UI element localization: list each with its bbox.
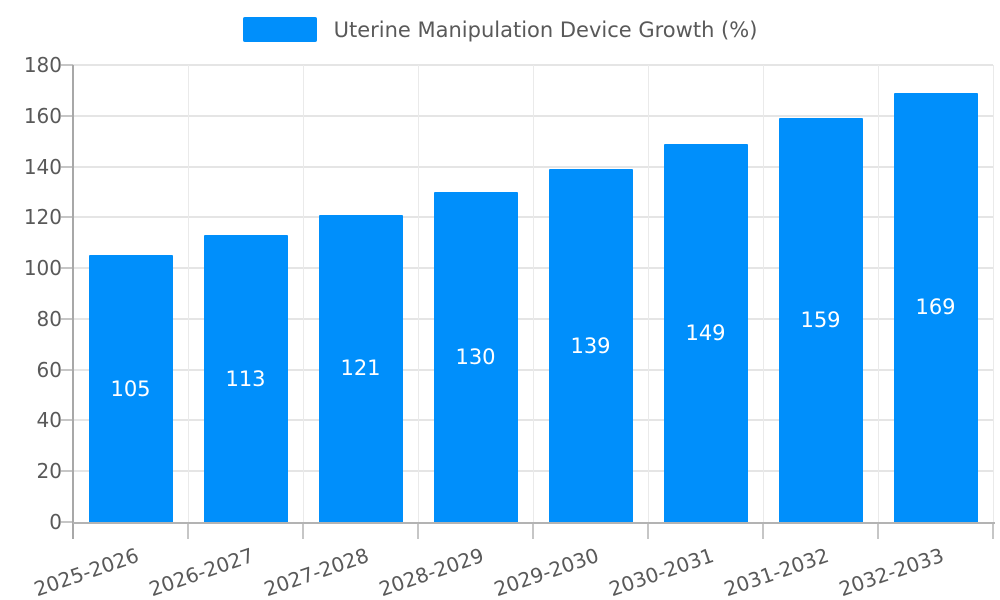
x-tick-label: 2032-2033 bbox=[836, 543, 948, 600]
x-axis-tick bbox=[302, 522, 304, 539]
x-axis-tick bbox=[877, 522, 879, 539]
legend-swatch bbox=[242, 17, 317, 42]
bar: 169 bbox=[893, 92, 978, 522]
bar: 159 bbox=[778, 118, 863, 522]
x-tick-label: 2025-2026 bbox=[31, 543, 143, 600]
y-tick-label: 20 bbox=[36, 459, 62, 484]
v-gridline bbox=[418, 65, 419, 522]
y-tick-label: 180 bbox=[23, 53, 62, 77]
v-gridline bbox=[533, 65, 534, 522]
y-axis-tick bbox=[61, 368, 73, 371]
v-gridline bbox=[188, 65, 189, 522]
y-tick-label: 60 bbox=[36, 357, 62, 382]
x-axis-tick bbox=[992, 522, 994, 539]
legend-item[interactable]: Uterine Manipulation Device Growth (%) bbox=[0, 17, 1000, 42]
y-axis-tick bbox=[61, 317, 73, 320]
y-axis-tick bbox=[61, 64, 73, 66]
v-gridline bbox=[648, 65, 649, 522]
y-tick-label: 140 bbox=[23, 154, 62, 179]
bar-value-label: 113 bbox=[225, 366, 266, 391]
bar-value-label: 130 bbox=[455, 344, 496, 369]
y-axis-tick bbox=[61, 470, 73, 473]
bar: 121 bbox=[318, 214, 403, 522]
x-axis-tick bbox=[532, 522, 534, 539]
legend-label: Uterine Manipulation Device Growth (%) bbox=[333, 17, 758, 42]
x-tick-label: 2029-2030 bbox=[491, 543, 603, 600]
x-axis-tick bbox=[417, 522, 419, 539]
x-axis-line bbox=[73, 522, 995, 524]
y-axis-tick bbox=[61, 114, 73, 117]
x-tick-label: 2030-2031 bbox=[606, 543, 718, 600]
bar-value-label: 159 bbox=[800, 308, 841, 333]
v-gridline bbox=[878, 65, 879, 522]
y-tick-label: 80 bbox=[36, 306, 62, 331]
y-axis-tick bbox=[61, 216, 73, 219]
bar-value-label: 121 bbox=[340, 356, 381, 381]
x-axis-tick bbox=[187, 522, 189, 539]
y-axis-tick bbox=[61, 521, 73, 523]
bar-value-label: 169 bbox=[915, 295, 956, 320]
bar: 130 bbox=[433, 191, 518, 522]
bar: 149 bbox=[663, 143, 748, 522]
v-gridline bbox=[303, 65, 304, 522]
bar: 105 bbox=[88, 255, 173, 522]
y-tick-label: 160 bbox=[23, 103, 62, 128]
y-axis-tick bbox=[61, 267, 73, 270]
x-axis-tick bbox=[647, 522, 649, 539]
v-gridline bbox=[993, 65, 994, 522]
bar: 113 bbox=[203, 235, 288, 522]
y-tick-label: 100 bbox=[23, 256, 62, 281]
x-tick-label: 2031-2032 bbox=[721, 543, 833, 600]
y-axis-tick bbox=[61, 419, 73, 422]
y-tick-label: 40 bbox=[36, 408, 62, 433]
x-tick-label: 2028-2029 bbox=[376, 543, 488, 600]
bar-value-label: 149 bbox=[685, 320, 726, 345]
v-gridline bbox=[763, 65, 764, 522]
bar-value-label: 105 bbox=[110, 376, 151, 401]
bar-value-label: 139 bbox=[570, 333, 611, 358]
y-axis-line bbox=[72, 65, 74, 539]
y-tick-label: 0 bbox=[49, 510, 62, 534]
y-axis-tick bbox=[61, 165, 73, 168]
x-axis-tick bbox=[762, 522, 764, 539]
x-tick-label: 2027-2028 bbox=[261, 543, 373, 600]
x-tick-label: 2026-2027 bbox=[146, 543, 258, 600]
bar: 139 bbox=[548, 169, 633, 522]
y-tick-label: 120 bbox=[23, 205, 62, 230]
